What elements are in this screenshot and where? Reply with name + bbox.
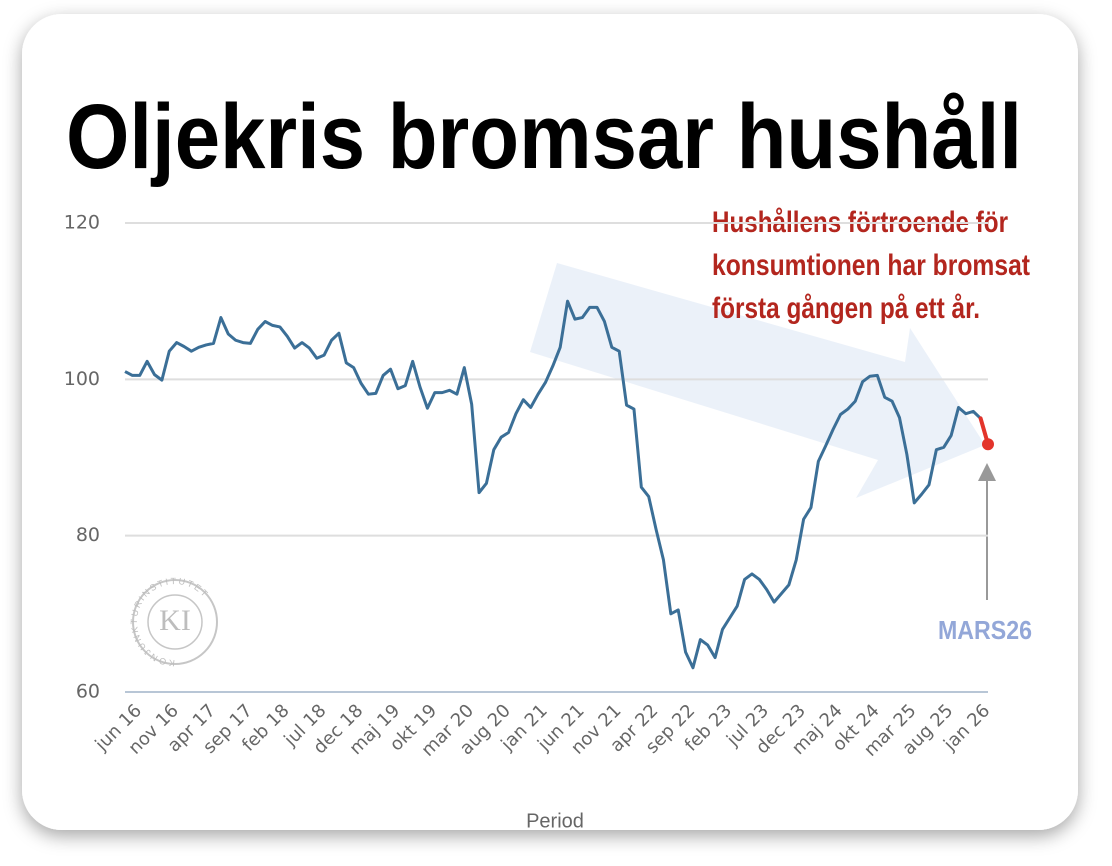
x-axis-label: Period <box>526 811 584 833</box>
y-tick-label: 100 <box>64 368 100 390</box>
logo-inner <box>147 594 203 650</box>
latest-point <box>982 438 994 451</box>
annotation: konsumtionen har bromsat <box>712 249 1030 282</box>
y-tick-label: 120 <box>64 212 100 234</box>
y-tick-label: 80 <box>76 524 100 546</box>
callout-arrowhead <box>978 463 996 481</box>
trend-arrow <box>530 263 985 498</box>
callout: MARS26 <box>938 615 1032 645</box>
card <box>22 14 1078 830</box>
logo-ring <box>132 579 218 665</box>
series-line <box>124 299 990 670</box>
y-tick-label: 60 <box>76 681 100 703</box>
logo-initials: KI <box>159 604 191 637</box>
annotation: första gången på ett år. <box>712 292 980 325</box>
chart-title: Oljekris bromsar hushåll <box>66 86 1022 188</box>
